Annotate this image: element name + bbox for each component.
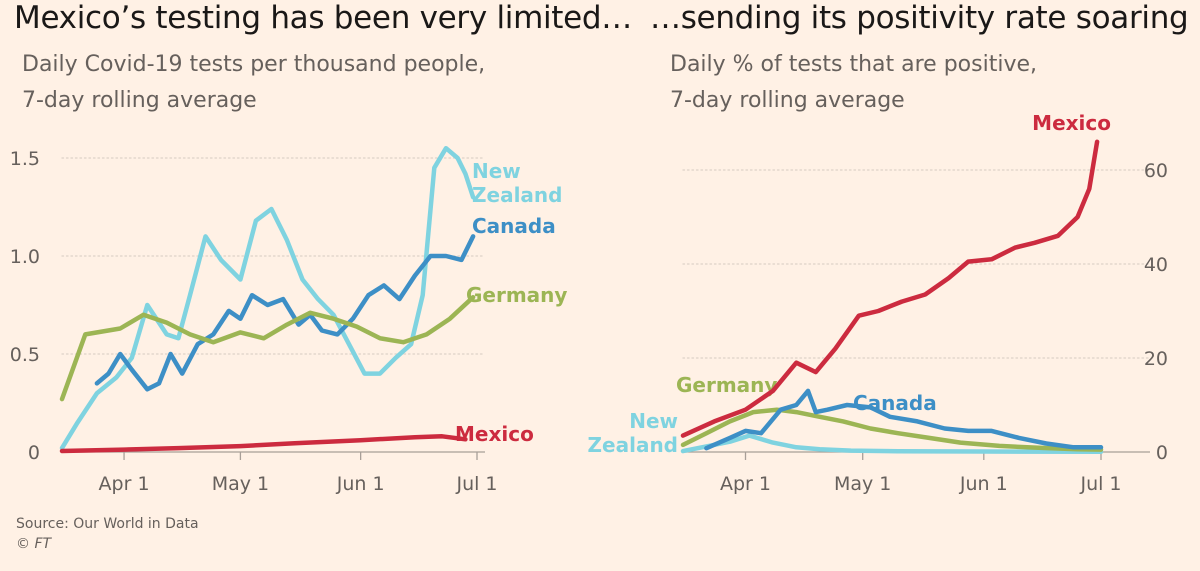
- left-y-tick-label-2: 1.0: [10, 246, 40, 268]
- left-series-label-mexico: Mexico: [455, 422, 534, 446]
- right-series-label-germany: Germany: [676, 373, 777, 397]
- left-series-line-germany: [59, 294, 476, 402]
- copyright-note: © FT: [16, 536, 52, 552]
- left-y-tick-label-1: 0.5: [10, 344, 40, 366]
- left-x-tick-label-2: Jun 1: [336, 473, 385, 495]
- left-series-line-canada: [94, 234, 476, 392]
- right-y-tick-label-2: 40: [1144, 254, 1168, 276]
- left-y-tick-label-3: 1.5: [10, 148, 40, 170]
- left-series-line-new-zealand: [59, 145, 476, 451]
- left-x-tick-label-3: Jul 1: [455, 473, 497, 495]
- left-chart: 0 0.5 1.0 1.5 Apr 1 May 1 Jun 1 Jul 1 NewZealand…: [10, 145, 567, 495]
- right-series-line-mexico: [680, 139, 1100, 438]
- right-x-tick-label-1: May 1: [834, 473, 891, 495]
- right-series-label-mexico: Mexico: [1032, 111, 1111, 135]
- right-y-tick-label-1: 20: [1144, 348, 1168, 370]
- source-note: Source: Our World in Data: [16, 516, 199, 532]
- left-chart-subtitle-line1: Daily Covid-19 tests per thousand people…: [22, 52, 486, 77]
- left-chart-title: Mexico’s testing has been very limited…: [14, 0, 633, 36]
- right-x-tick-label-3: Jul 1: [1079, 473, 1121, 495]
- right-x-tick-label-2: Jun 1: [959, 473, 1008, 495]
- right-chart-subtitle-line1: Daily % of tests that are positive,: [670, 52, 1037, 77]
- left-series-label-new-zealand-line1: New: [472, 159, 521, 183]
- left-series-label-germany: Germany: [466, 283, 567, 307]
- left-series-line-mexico: [59, 434, 468, 454]
- left-y-tick-label-0: 0: [28, 442, 40, 464]
- right-x-tick-label-0: Apr 1: [720, 473, 771, 495]
- left-series-label-canada: Canada: [472, 214, 556, 238]
- right-chart-subtitle-line2: 7-day rolling average: [670, 88, 905, 113]
- right-y-tick-label-0: 0: [1156, 442, 1168, 464]
- right-series-line-canada: [704, 388, 1104, 451]
- left-series-label-new-zealand-line2: Zealand: [472, 183, 562, 207]
- left-x-tick-label-0: Apr 1: [99, 473, 150, 495]
- right-series-line-germany: [680, 407, 1104, 452]
- left-chart-subtitle-line2: 7-day rolling average: [22, 88, 257, 113]
- right-series-label-new-zealand-line1: New: [629, 409, 678, 433]
- right-series-label-canada: Canada: [853, 391, 937, 415]
- right-y-tick-label-3: 60: [1144, 160, 1168, 182]
- left-x-tick-label-1: May 1: [212, 473, 269, 495]
- right-series-label-new-zealand-line2: Zealand: [588, 433, 678, 457]
- right-chart-title: …sending its positivity rate soaring: [650, 0, 1189, 36]
